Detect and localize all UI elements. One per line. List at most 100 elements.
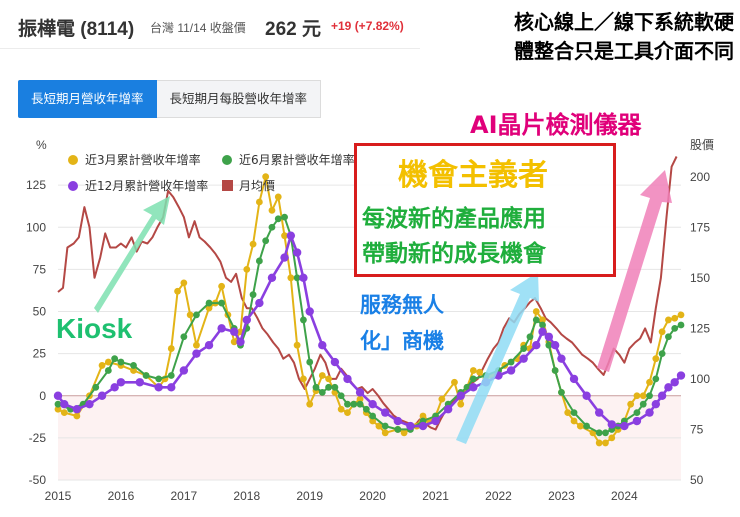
series-point-2: [355, 388, 365, 397]
series-point-2: [179, 366, 189, 375]
series-point-0: [262, 173, 270, 181]
tab-eps-revenue-yoy[interactable]: 長短期月每股營收年增率: [156, 80, 322, 118]
series-point-1: [665, 333, 672, 341]
series-point-1: [255, 257, 263, 265]
series-point-2: [506, 366, 516, 375]
box-title: 機會主義者: [398, 158, 548, 193]
series-point-1: [218, 299, 226, 307]
series-point-2: [97, 391, 107, 400]
series-point-0: [381, 429, 389, 437]
series-point-2: [620, 421, 629, 431]
ai-arrow: [597, 170, 672, 372]
series-point-1: [394, 426, 402, 433]
series-point-2: [167, 383, 176, 392]
series-point-1: [193, 311, 200, 319]
series-point-2: [318, 341, 327, 350]
series-point-0: [438, 395, 446, 403]
series-point-2: [299, 273, 308, 282]
y-right-tick-label: 100: [690, 372, 710, 386]
series-point-0: [419, 412, 427, 420]
series-point-2: [657, 391, 667, 400]
series-point-0: [104, 358, 112, 366]
y-left-tick-label: 75: [33, 262, 47, 276]
series-point-1: [331, 383, 339, 391]
series-point-2: [607, 420, 616, 429]
series-point-0: [646, 378, 653, 386]
series-point-1: [130, 362, 137, 369]
chart-tabs: 長短期月營收年增率 長短期月每股營收年增率: [18, 80, 322, 118]
series-point-0: [274, 193, 282, 201]
series-point-2: [393, 416, 403, 426]
series-point-2: [381, 408, 390, 417]
series-point-2: [110, 383, 119, 392]
kiosk-arrow: [94, 196, 170, 313]
series-point-2: [85, 399, 94, 409]
series-point-1: [369, 412, 377, 420]
series-point-0: [218, 282, 226, 290]
series-point-2: [664, 383, 673, 392]
y-left-tick-label: 25: [33, 347, 47, 361]
y-right-tick-label: 200: [690, 170, 710, 184]
series-point-2: [267, 273, 277, 282]
x-tick-label: 2017: [171, 489, 198, 503]
y-left-tick-label: 100: [26, 220, 46, 234]
tab-revenue-yoy[interactable]: 長短期月營收年增率: [18, 80, 157, 118]
series-point-0: [476, 368, 484, 376]
service-annotation-2: 化」商機: [360, 329, 444, 353]
series-point-0: [318, 372, 326, 379]
top-right-line-1: 核心線上／線下系統軟硬: [514, 10, 734, 34]
series-point-0: [677, 311, 685, 319]
series-point-2: [431, 416, 440, 426]
opportunist-box: [354, 143, 616, 277]
y-right-tick-label: 125: [690, 321, 710, 335]
series-point-1: [155, 375, 163, 383]
y-left-tick-label: 50: [33, 305, 47, 319]
series-point-2: [204, 341, 214, 350]
series-point-2: [230, 327, 239, 336]
series-point-1: [180, 333, 188, 341]
top-right-note: 核心線上／線下系統軟硬 體整合只是工具介面不同: [514, 8, 734, 66]
y-right-tick-label: 75: [690, 422, 704, 436]
series-point-2: [135, 378, 145, 387]
series-point-1: [356, 400, 364, 408]
series-point-0: [98, 362, 106, 369]
y-right-tick-label: 50: [690, 473, 704, 487]
series-point-0: [639, 392, 647, 400]
series-line-2: [56, 234, 682, 428]
series-point-0: [608, 434, 616, 442]
series-point-0: [400, 429, 408, 437]
series-point-2: [594, 408, 604, 417]
series-point-1: [646, 392, 653, 400]
series-point-1: [318, 388, 326, 396]
series-point-2: [418, 421, 428, 431]
series-point-1: [652, 375, 660, 383]
series-point-0: [186, 311, 194, 319]
y-left-axis-label: %: [36, 138, 47, 152]
series-point-2: [154, 383, 163, 392]
series-point-1: [595, 429, 603, 437]
series-point-1: [249, 291, 257, 299]
series-point-1: [539, 321, 546, 329]
top-right-line-2: 體整合只是工具介面不同: [514, 39, 734, 63]
series-point-1: [570, 409, 578, 416]
series-point-2: [292, 248, 302, 257]
series-point-0: [457, 400, 465, 408]
series-point-2: [60, 399, 69, 409]
series-point-1: [639, 400, 647, 408]
series-point-2: [544, 332, 554, 341]
series-point-0: [73, 412, 81, 420]
legend-swatch-2: [68, 181, 78, 191]
series-point-1: [658, 350, 666, 358]
series-point-1: [268, 223, 276, 231]
series-point-0: [281, 232, 288, 240]
series-point-0: [627, 400, 635, 408]
series-point-1: [583, 422, 591, 430]
y-left-tick-label: -50: [29, 473, 47, 487]
series-point-0: [230, 338, 238, 346]
y-right-axis-label: 股價: [690, 138, 714, 152]
series-point-2: [632, 416, 642, 426]
series-point-0: [633, 392, 641, 400]
series-point-1: [602, 429, 609, 437]
x-tick-label: 2021: [422, 489, 449, 503]
